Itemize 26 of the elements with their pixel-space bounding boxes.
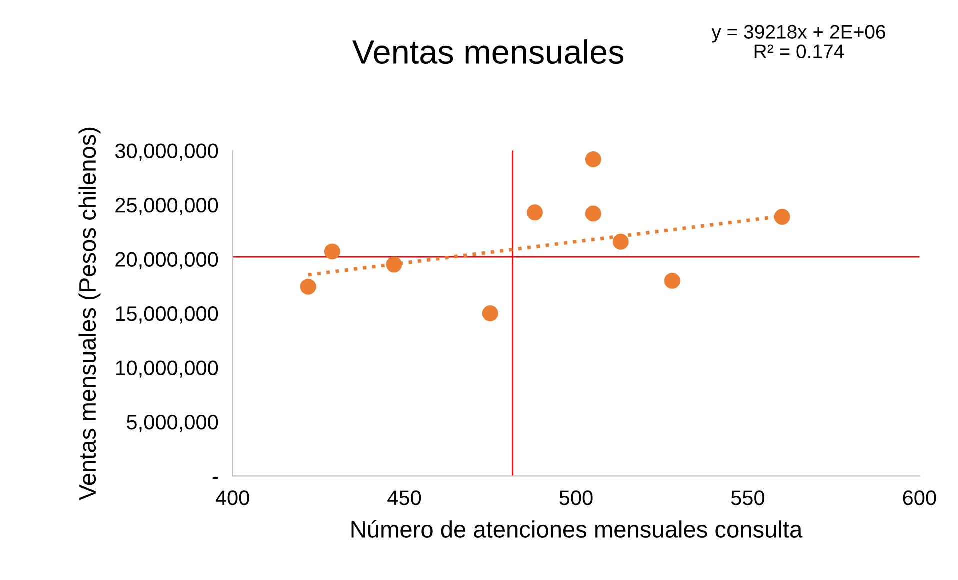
point: [300, 278, 316, 295]
y-tick-label: 10,000,000: [116, 360, 218, 378]
point: [612, 234, 629, 250]
x-tick-label: 600: [903, 490, 936, 506]
text: y = 39218x + 2E+06 R² = 0.174: [712, 25, 886, 58]
point: [386, 256, 402, 273]
point: [774, 208, 790, 225]
point: [585, 152, 602, 168]
y-tick-label: 5,000,000: [127, 414, 218, 432]
x-axis-title: Número de atenciones mensuales consulta: [352, 520, 803, 538]
x-tick-label: 450: [388, 490, 422, 506]
x-tick-label: 400: [216, 490, 250, 506]
point: [585, 206, 602, 222]
y-tick-label: 15,000,000: [116, 306, 218, 324]
y-tick-label: 20,000,000: [116, 252, 218, 270]
point: [324, 244, 340, 260]
y-tick-label: 30,000,000: [115, 144, 218, 162]
point: [527, 204, 543, 221]
y-tick-label: 25,000,000: [116, 198, 218, 216]
point: [664, 272, 680, 289]
y-tick-label: -: [212, 477, 218, 480]
x-tick-label: 500: [560, 490, 593, 506]
chart-title: Ventas mensuales: [352, 40, 624, 64]
x-tick-label: 550: [731, 490, 765, 506]
y-axis-title: Ventas mensuales (Pesos chilenos): [78, 128, 101, 500]
point: [482, 306, 498, 322]
